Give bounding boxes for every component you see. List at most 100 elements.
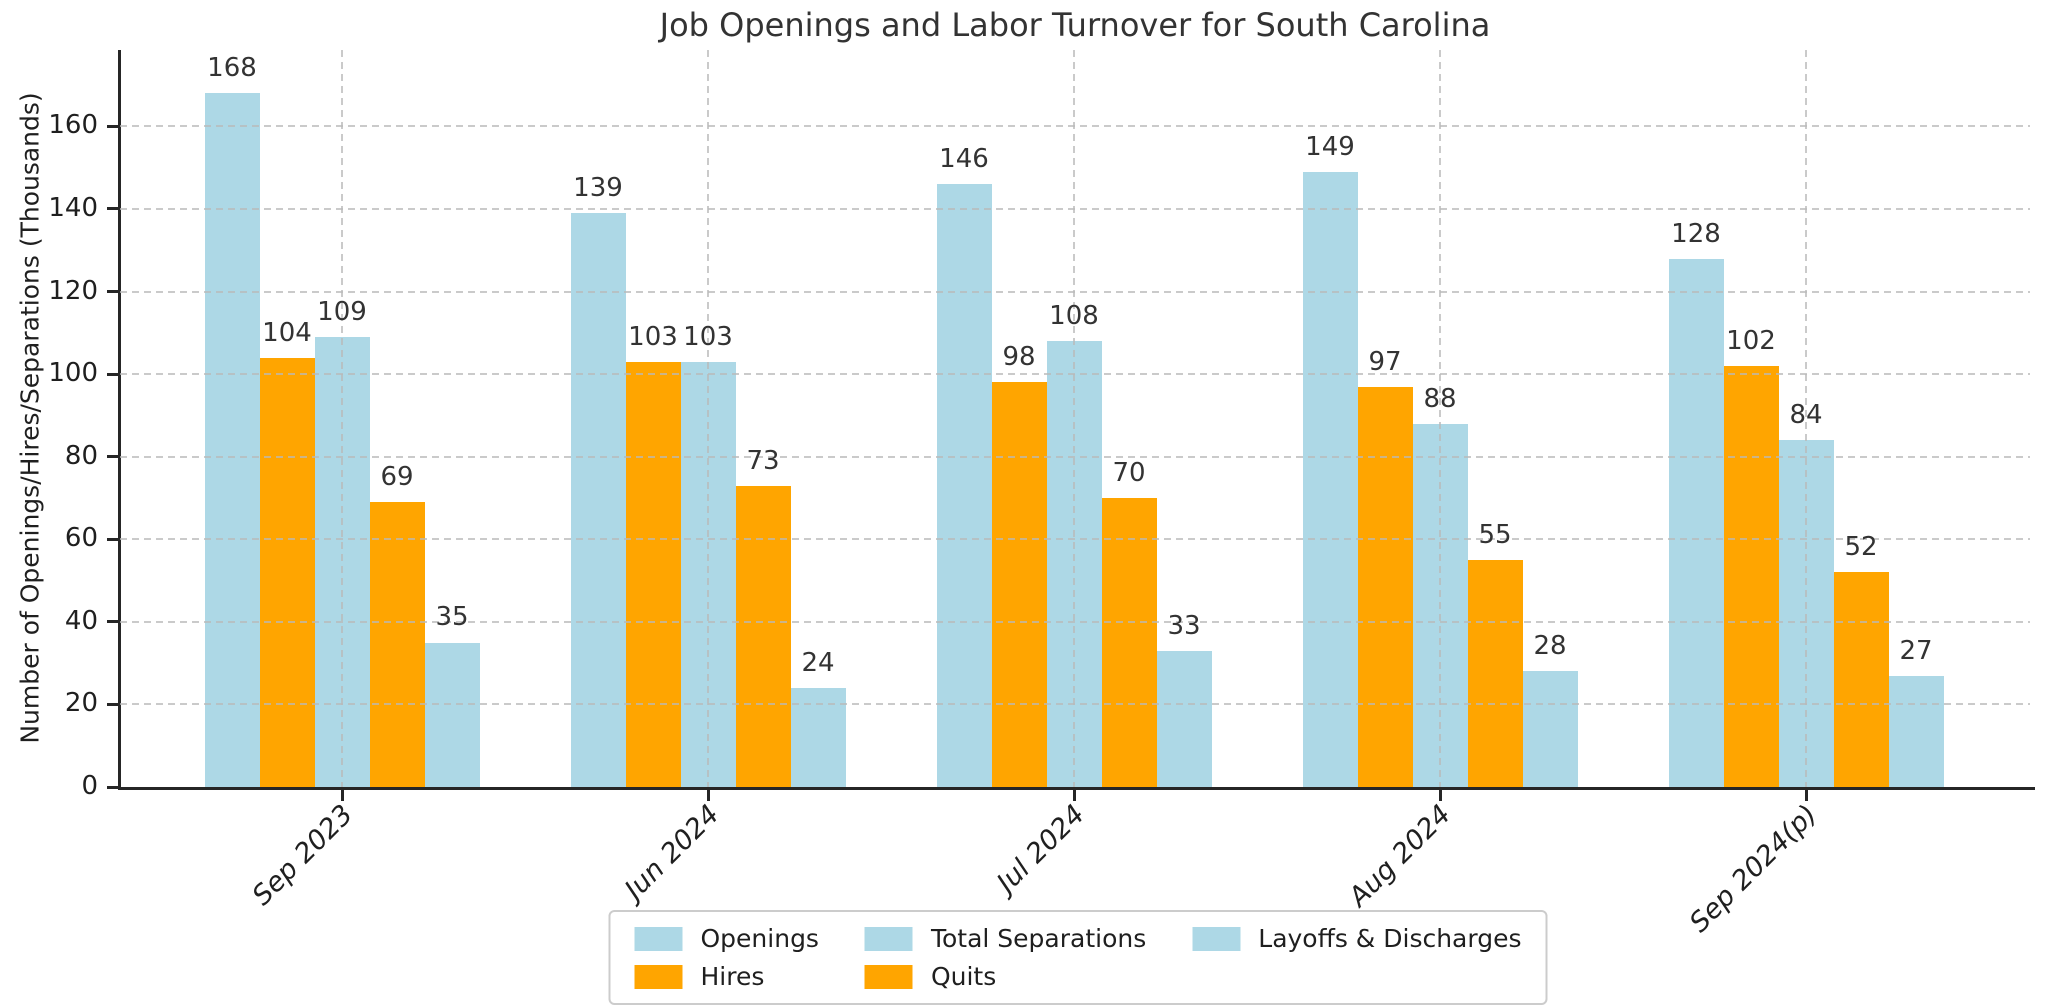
y-tick-mark — [107, 207, 118, 211]
legend-item-hires: Hires — [634, 962, 819, 991]
chart-title: Job Openings and Labor Turnover for Sout… — [659, 6, 1491, 44]
legend-swatch-quits — [864, 964, 913, 989]
bar-value-label: 55 — [1478, 519, 1512, 550]
bar-value-label: 24 — [801, 647, 835, 678]
bar-value-label: 128 — [1671, 218, 1721, 249]
bar-layoffs-discharges-aug-2024 — [1522, 671, 1578, 787]
y-tick-label: 80 — [64, 440, 98, 471]
y-tick-mark — [107, 537, 118, 541]
y-tick-mark — [107, 372, 118, 376]
bar-openings-jun-2024 — [570, 213, 626, 787]
legend-item-layoffs-discharges: Layoffs & Discharges — [1192, 924, 1522, 953]
v-gridline — [707, 50, 709, 787]
bar-value-label: 103 — [683, 321, 733, 352]
y-tick-label: 0 — [81, 771, 98, 801]
bar-value-label: 109 — [317, 296, 367, 327]
x-tick-mark — [1804, 790, 1808, 801]
legend-column: Total Separations Quits — [864, 924, 1147, 991]
bar-value-label: 139 — [573, 173, 623, 204]
bar-hires-sep-2024-p — [1723, 365, 1779, 787]
bar-hires-jun-2024 — [625, 361, 681, 787]
h-gridline — [120, 538, 2030, 541]
legend-swatch-total-separations — [864, 926, 913, 951]
bar-value-label: 98 — [1002, 342, 1036, 373]
bar-layoffs-discharges-sep-2023 — [424, 642, 480, 787]
x-tick-label-sep-2023: Sep 2023 — [246, 799, 359, 912]
y-axis-spine — [118, 50, 121, 790]
h-gridline — [120, 455, 2030, 458]
bar-quits-jul-2024 — [1101, 497, 1157, 787]
bar-openings-sep-2023 — [204, 93, 260, 787]
bar-value-label: 69 — [380, 462, 414, 493]
y-tick-mark — [107, 124, 118, 128]
y-tick-mark — [107, 620, 118, 624]
y-tick-mark — [107, 702, 118, 706]
y-tick-label: 60 — [64, 523, 98, 554]
bar-value-label: 70 — [1112, 457, 1146, 488]
y-tick-label: 40 — [64, 605, 98, 636]
legend: Openings Hires Total Separations Quits Layof… — [608, 910, 1548, 1005]
bar-quits-sep-2024-p — [1833, 572, 1889, 787]
legend-label: Hires — [700, 962, 765, 991]
bar-value-label: 28 — [1533, 631, 1567, 662]
h-gridline — [120, 703, 2030, 706]
bar-value-label: 104 — [262, 317, 312, 348]
y-tick-label: 20 — [64, 688, 98, 719]
h-gridline — [120, 620, 2030, 623]
x-tick-label-aug-2024: Aug 2024 — [1343, 799, 1457, 913]
y-axis-label: Number of Openings/Hires/Separations (Th… — [15, 92, 45, 744]
bar-value-label: 33 — [1167, 610, 1201, 641]
bar-value-label: 97 — [1368, 346, 1402, 377]
bar-value-label: 35 — [435, 602, 469, 633]
legend-label: Total Separations — [930, 924, 1147, 953]
plot-area: 168 104 109 69 35 139 103 103 73 24 146 98 108 70 33 14… — [120, 50, 2030, 787]
legend-item-openings: Openings — [634, 924, 819, 953]
legend-item-total-separations: Total Separations — [864, 924, 1147, 953]
bar-layoffs-discharges-jul-2024 — [1156, 650, 1212, 787]
legend-column: Openings Hires — [634, 924, 819, 991]
legend-label: Layoffs & Discharges — [1258, 924, 1522, 953]
legend-swatch-layoffs-discharges — [1192, 926, 1241, 951]
y-tick-label: 100 — [48, 358, 98, 389]
bar-value-label: 146 — [939, 144, 989, 175]
bar-quits-sep-2023 — [369, 502, 425, 787]
v-gridline — [1805, 50, 1807, 787]
legend-swatch-hires — [634, 964, 683, 989]
bar-hires-jul-2024 — [991, 382, 1047, 787]
h-gridline — [120, 373, 2030, 376]
y-tick-mark — [107, 290, 118, 294]
bar-value-label: 108 — [1049, 301, 1099, 332]
v-gridline — [1439, 50, 1441, 787]
bar-openings-aug-2024 — [1302, 171, 1358, 787]
bar-quits-jun-2024 — [735, 485, 791, 787]
bar-openings-sep-2024-p — [1668, 258, 1724, 787]
x-tick-mark — [706, 790, 710, 801]
bar-value-label: 73 — [746, 445, 780, 476]
v-gridline — [1073, 50, 1075, 787]
y-tick-label: 120 — [48, 275, 98, 306]
legend-label: Quits — [930, 962, 997, 991]
legend-swatch-openings — [634, 926, 683, 951]
x-tick-label-jun-2024: Jun 2024 — [618, 799, 725, 906]
h-gridline — [120, 207, 2030, 210]
bar-value-label: 52 — [1844, 532, 1878, 563]
bar-value-label: 168 — [207, 53, 257, 84]
legend-label: Openings — [700, 924, 819, 953]
bar-hires-sep-2023 — [259, 357, 315, 787]
x-tick-mark — [1072, 790, 1076, 801]
y-tick-label: 140 — [48, 192, 98, 223]
h-gridline — [120, 125, 2030, 128]
h-gridline — [120, 290, 2030, 293]
v-gridline — [341, 50, 343, 787]
x-tick-mark — [340, 790, 344, 801]
bar-layoffs-discharges-sep-2024-p — [1888, 675, 1944, 787]
y-tick-label: 160 — [48, 110, 98, 141]
x-tick-label-sep-2024-p: Sep 2024(p) — [1683, 799, 1823, 939]
x-axis-spine — [118, 787, 2035, 790]
bar-openings-jul-2024 — [936, 184, 992, 787]
y-tick-mark — [107, 455, 118, 459]
bar-value-label: 149 — [1305, 131, 1355, 162]
bar-value-label: 103 — [628, 321, 678, 352]
bar-quits-aug-2024 — [1467, 559, 1523, 787]
